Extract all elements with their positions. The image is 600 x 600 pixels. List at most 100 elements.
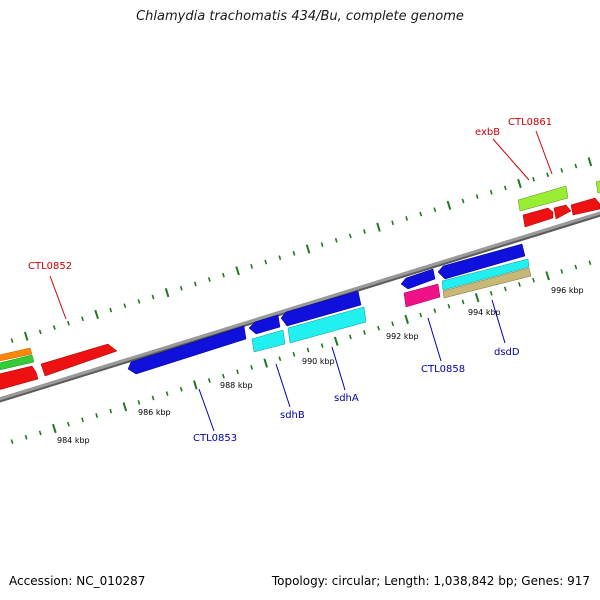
- gene-red-left[interactable]: [0, 365, 39, 391]
- gene-blue-long[interactable]: [437, 243, 526, 280]
- kbp-label-996: 996 kbp: [551, 286, 584, 295]
- minor-tick: [503, 185, 507, 191]
- minor-tick: [348, 233, 352, 239]
- minor-tick: [193, 281, 197, 287]
- genome-backbone: [0, 211, 600, 403]
- major-tick: [193, 380, 198, 390]
- gene-sdha-blue[interactable]: [280, 290, 362, 327]
- gene-red-small[interactable]: [553, 204, 572, 220]
- gene-green[interactable]: [0, 354, 35, 371]
- minor-tick: [95, 413, 99, 418]
- minor-tick: [292, 351, 296, 357]
- minor-tick: [363, 330, 366, 335]
- gene-cyan-long[interactable]: [441, 258, 530, 291]
- minor-tick: [433, 207, 437, 213]
- gene-blue-small[interactable]: [248, 314, 281, 335]
- major-tick: [164, 288, 170, 298]
- minor-tick: [38, 329, 42, 335]
- minor-tick: [264, 259, 268, 265]
- minor-tick: [81, 417, 84, 423]
- major-tick: [263, 358, 269, 368]
- major-tick: [517, 178, 522, 189]
- major-tick: [235, 266, 240, 276]
- kbp-label-986: 986 kbp: [138, 408, 171, 417]
- gene-label-ctl0858[interactable]: CTL0858: [421, 364, 465, 375]
- map-title: Chlamydia trachomatis 434/Bu, complete g…: [136, 9, 464, 24]
- minor-tick: [151, 294, 155, 300]
- major-tick: [333, 336, 339, 346]
- minor-tick: [137, 400, 141, 405]
- gene-exbb[interactable]: [517, 185, 569, 212]
- major-tick: [446, 200, 452, 210]
- tick-row-forward: [10, 157, 593, 343]
- minor-tick: [236, 369, 239, 375]
- minor-tick: [278, 255, 282, 261]
- gene-label-exbb[interactable]: exbB: [475, 127, 500, 138]
- gene-ctl0861[interactable]: [522, 207, 554, 228]
- gene-label-ctl0852[interactable]: CTL0852: [28, 261, 72, 272]
- major-tick: [376, 222, 381, 232]
- major-tick: [545, 271, 550, 281]
- minor-tick: [278, 356, 282, 362]
- gene-label-dsdd[interactable]: dsdD: [494, 347, 520, 358]
- minor-tick: [532, 277, 535, 283]
- minor-tick: [489, 189, 493, 195]
- gene-sdhb[interactable]: [251, 329, 286, 353]
- minor-tick: [207, 277, 211, 282]
- kbp-label-992: 992 kbp: [386, 332, 419, 341]
- minor-tick: [475, 194, 479, 199]
- kbp-label-988: 988 kbp: [220, 381, 253, 390]
- gene-labels: CTL0852 exbB CTL0861 CTL0853 sdhB sdhA C…: [28, 117, 552, 444]
- minor-tick: [179, 285, 183, 291]
- minor-tick: [489, 290, 493, 296]
- minor-tick: [250, 264, 254, 269]
- gene-label-sdha[interactable]: sdhA: [334, 393, 359, 404]
- minor-tick: [419, 211, 423, 217]
- minor-tick: [348, 334, 352, 340]
- minor-tick: [320, 242, 324, 247]
- gene-ctl0853[interactable]: [127, 325, 247, 375]
- gene-ctl0852[interactable]: [40, 343, 118, 377]
- minor-tick: [151, 395, 155, 401]
- gene-label-ctl0853[interactable]: CTL0853: [193, 433, 237, 444]
- kbp-label-984: 984 kbp: [57, 436, 90, 445]
- major-tick: [94, 309, 99, 320]
- minor-tick: [461, 299, 465, 305]
- major-tick: [52, 423, 57, 434]
- gene-blue-258[interactable]: [400, 268, 436, 290]
- minor-tick: [179, 386, 183, 392]
- genome-summary-text: Topology: circular; Length: 1,038,842 bp…: [271, 574, 590, 588]
- minor-tick: [10, 338, 14, 343]
- minor-tick: [292, 250, 296, 256]
- major-tick: [122, 402, 128, 412]
- gene-limegreen-edge[interactable]: [595, 178, 600, 194]
- major-tick: [23, 331, 29, 341]
- gene-red-right[interactable]: [570, 197, 600, 216]
- minor-tick: [109, 307, 113, 313]
- minor-tick: [377, 325, 380, 331]
- tick-row-reverse: [10, 260, 592, 444]
- minor-tick: [10, 439, 14, 444]
- minor-tick: [52, 325, 56, 330]
- accession-text: Accession: NC_010287: [9, 574, 146, 588]
- gene-label-ctl0861[interactable]: CTL0861: [508, 117, 552, 128]
- gene-ctl0858[interactable]: [403, 283, 441, 308]
- major-tick: [587, 157, 593, 167]
- minor-tick: [503, 286, 507, 292]
- gene-dsdd[interactable]: [442, 267, 532, 299]
- minor-tick: [405, 216, 409, 221]
- label-leader-lines: [49, 130, 553, 432]
- minor-tick: [24, 434, 28, 440]
- minor-tick: [461, 198, 465, 204]
- minor-tick: [137, 299, 141, 304]
- gene-orange[interactable]: [0, 347, 33, 362]
- minor-tick: [81, 316, 84, 322]
- minor-tick: [222, 272, 225, 278]
- minor-tick: [560, 269, 564, 274]
- kbp-labels: 984 kbp 986 kbp 988 kbp 990 kbp 992 kbp …: [57, 286, 584, 445]
- minor-tick: [67, 320, 70, 326]
- gene-label-sdhb[interactable]: sdhB: [280, 410, 305, 421]
- minor-tick: [250, 365, 254, 370]
- gene-sdha[interactable]: [287, 306, 367, 344]
